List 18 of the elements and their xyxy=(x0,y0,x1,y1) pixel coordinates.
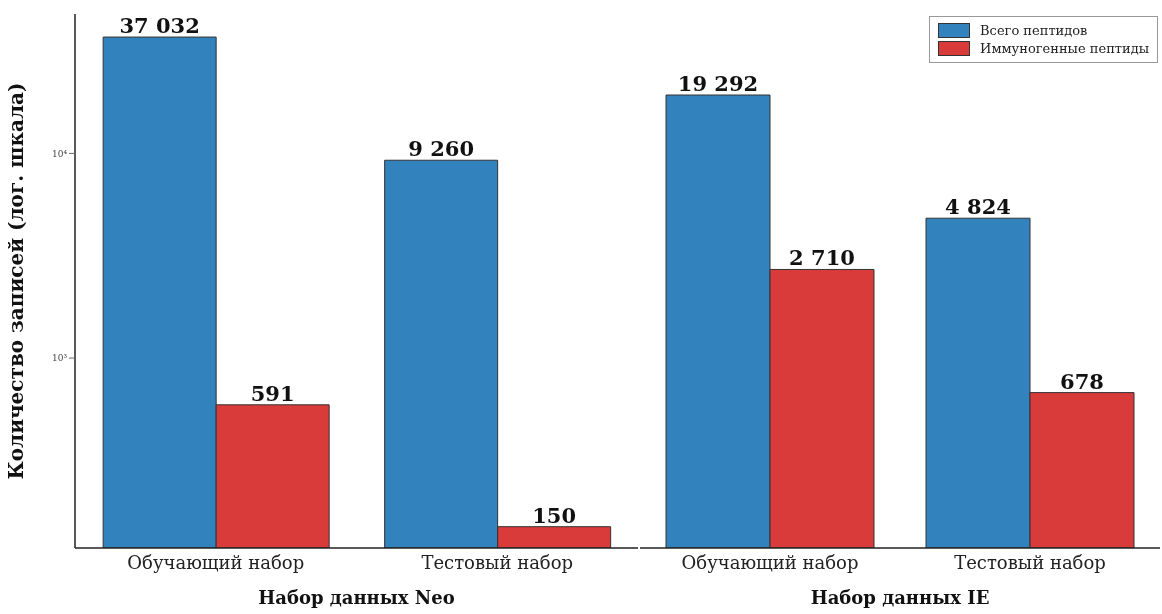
data-label: 591 xyxy=(250,380,295,406)
data-label: 678 xyxy=(1060,368,1104,394)
y-tick-label: 10³ xyxy=(51,353,68,364)
data-label: 4 824 xyxy=(945,194,1011,220)
x-tick-label: Обучающий набор xyxy=(127,551,305,573)
x-tick-label: Тестовый набор xyxy=(954,551,1106,573)
x-tick-label: Тестовый набор xyxy=(421,551,574,573)
x-axis-title: Набор данных IE xyxy=(810,587,990,608)
data-label: 37 032 xyxy=(119,13,200,39)
y-tick-label: 10⁴ xyxy=(51,148,68,159)
data-label: 150 xyxy=(532,502,577,528)
data-label: 2 710 xyxy=(789,245,855,271)
x-tick-label: Обучающий набор xyxy=(681,551,859,573)
legend-label: Всего пептидов xyxy=(980,23,1088,38)
data-label: 19 292 xyxy=(677,71,759,97)
x-axis-title: Набор данных Neo xyxy=(258,587,455,608)
data-label: 9 260 xyxy=(408,136,475,162)
legend-label: Иммуногенные пептиды xyxy=(980,41,1149,56)
